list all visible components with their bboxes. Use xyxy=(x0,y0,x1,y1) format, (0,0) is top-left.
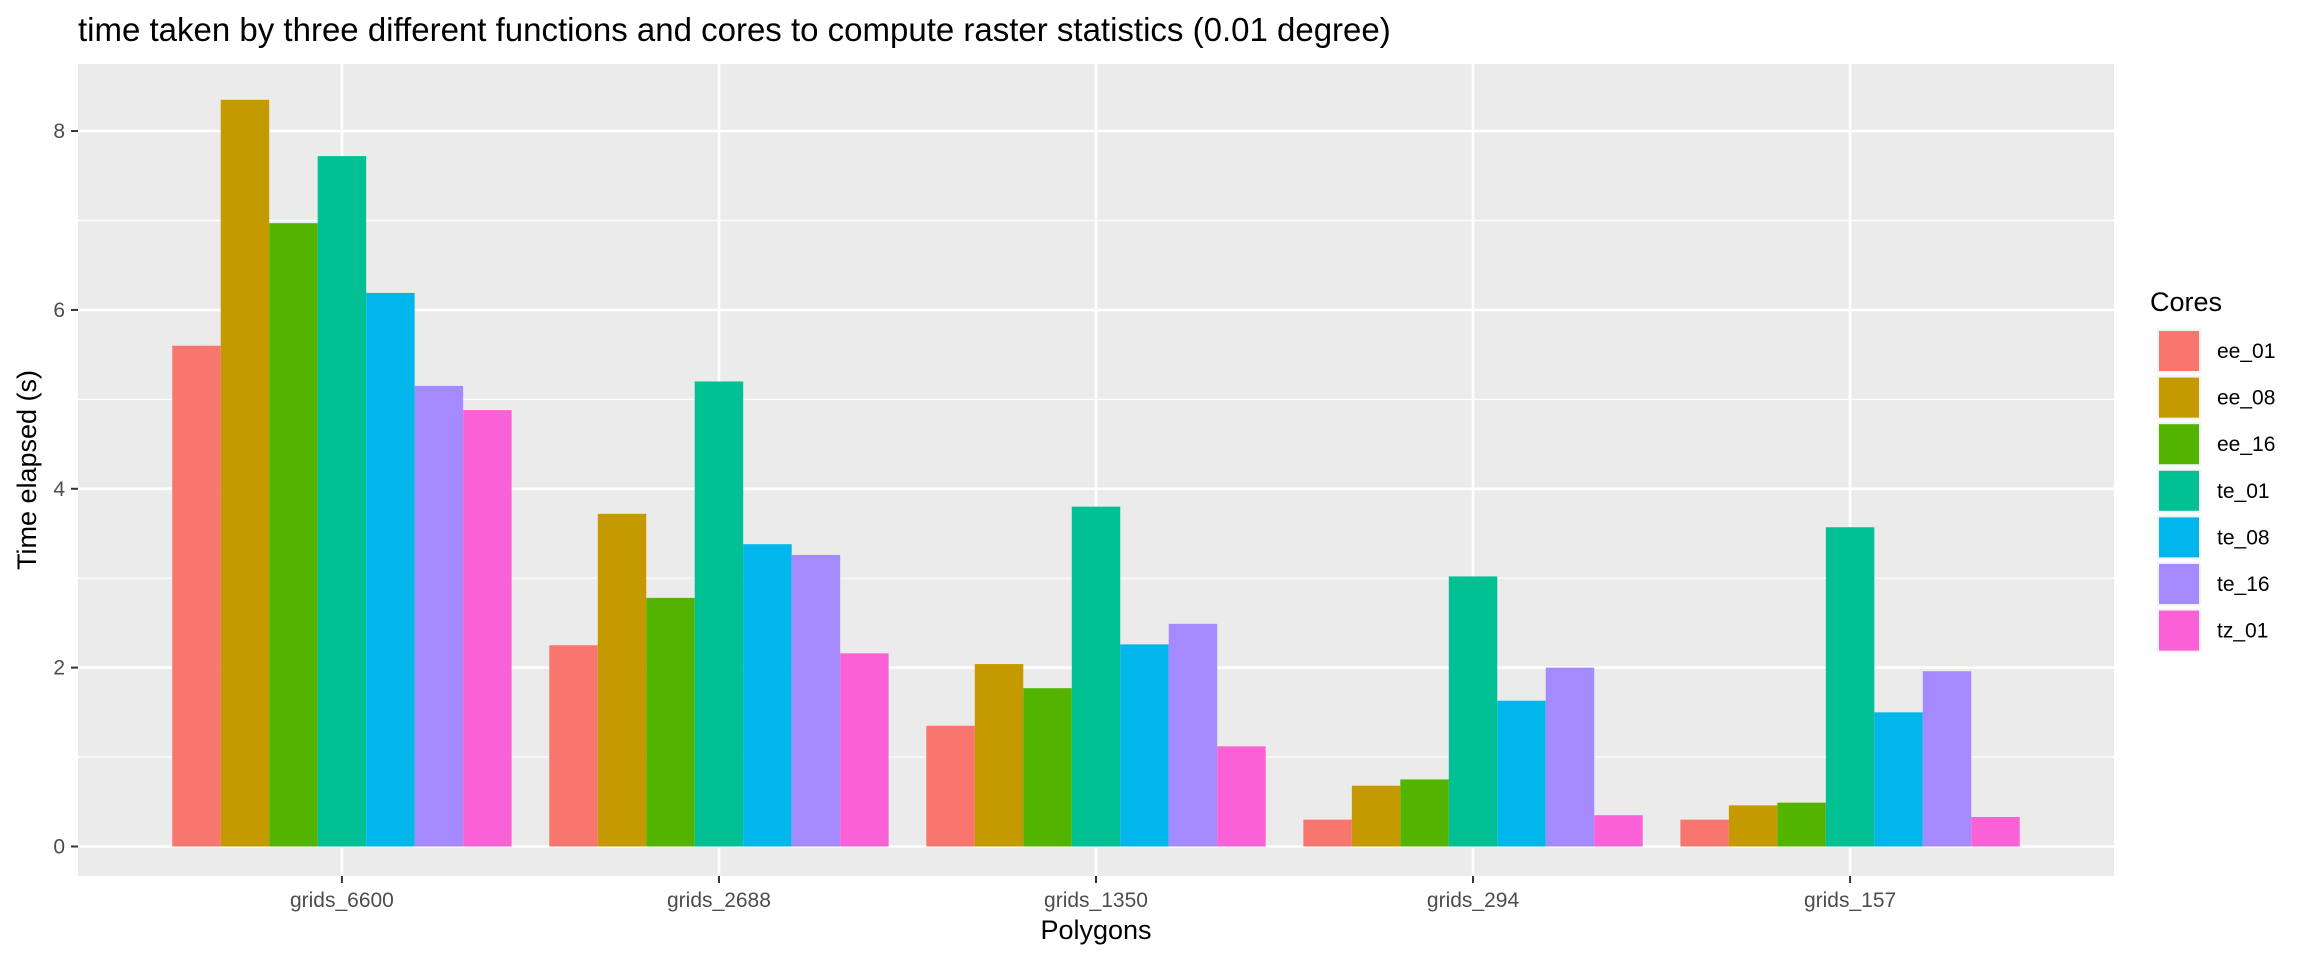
y-tick-label: 4 xyxy=(53,478,65,501)
bar-te_16-grids_6600 xyxy=(414,385,464,847)
bar-ee_01-grids_2688 xyxy=(549,645,598,847)
y-tick-label: 2 xyxy=(53,657,65,680)
bar-te_01-grids_294 xyxy=(1448,576,1498,847)
x-tick-label: grids_6600 xyxy=(290,889,394,912)
bar-ee_08-grids_157 xyxy=(1728,805,1778,847)
bar-tz_01-grids_6600 xyxy=(463,410,512,847)
bar-te_16-grids_2688 xyxy=(791,554,841,847)
legend-swatch-ee_08 xyxy=(2159,377,2199,418)
legend-swatch-te_01 xyxy=(2159,470,2199,511)
x-axis: grids_6600 grids_2688 grids_1350 grids_294 g… xyxy=(290,876,1896,912)
legend-label-tz_01: tz_01 xyxy=(2217,620,2268,643)
bar-ee_16-grids_6600 xyxy=(269,223,318,847)
y-tick-label: 0 xyxy=(53,835,65,858)
bar-tz_01-grids_157 xyxy=(1971,816,2020,847)
bars xyxy=(172,99,2020,847)
legend-label-ee_08: ee_08 xyxy=(2217,387,2275,410)
bar-te_08-grids_1350 xyxy=(1120,644,1169,847)
legend-label-te_08: te_08 xyxy=(2217,526,2270,549)
bar-te_01-grids_6600 xyxy=(317,156,367,847)
y-axis-title: Time elapsed (s) xyxy=(12,370,42,570)
bar-te_16-grids_157 xyxy=(1922,671,1972,847)
x-axis-title: Polygons xyxy=(1040,915,1151,945)
legend-swatch-te_08 xyxy=(2159,517,2199,558)
bar-te_01-grids_2688 xyxy=(694,381,744,847)
bar-tz_01-grids_2688 xyxy=(840,653,889,847)
bar-te_08-grids_157 xyxy=(1874,712,1923,847)
bar-ee_16-grids_1350 xyxy=(1023,688,1072,847)
legend: Cores ee_01 ee_08 ee_16 te_01 te_08 te_16 tz_0… xyxy=(2150,287,2275,653)
x-tick-label: grids_157 xyxy=(1804,889,1896,912)
bar-ee_01-grids_6600 xyxy=(172,345,221,847)
legend-label-ee_16: ee_16 xyxy=(2217,433,2275,456)
bar-ee_16-grids_157 xyxy=(1777,802,1826,847)
bar-ee_08-grids_1350 xyxy=(974,664,1024,847)
y-axis: 0 2 4 6 8 xyxy=(53,120,78,858)
legend-label-te_16: te_16 xyxy=(2217,573,2270,596)
legend-swatch-ee_01 xyxy=(2159,331,2199,371)
x-tick-label: grids_2688 xyxy=(667,889,771,912)
bar-te_08-grids_294 xyxy=(1497,700,1546,847)
y-tick-label: 6 xyxy=(53,299,65,322)
legend-swatch-ee_16 xyxy=(2159,424,2199,465)
legend-label-te_01: te_01 xyxy=(2217,480,2270,503)
bar-ee_16-grids_2688 xyxy=(646,597,695,847)
bar-te_08-grids_2688 xyxy=(743,544,792,847)
bar-ee_01-grids_294 xyxy=(1303,819,1352,847)
legend-title: Cores xyxy=(2150,287,2222,317)
legend-label-ee_01: ee_01 xyxy=(2217,340,2275,363)
bar-ee_16-grids_294 xyxy=(1400,779,1449,847)
bar-tz_01-grids_1350 xyxy=(1217,746,1266,847)
bar-te_08-grids_6600 xyxy=(366,292,415,847)
legend-swatch-te_16 xyxy=(2159,564,2199,604)
bar-ee_08-grids_2688 xyxy=(597,513,647,847)
bar-ee_01-grids_1350 xyxy=(926,725,975,847)
x-tick-label: grids_1350 xyxy=(1044,889,1148,912)
bar-te_16-grids_294 xyxy=(1545,667,1595,847)
bar-tz_01-grids_294 xyxy=(1594,815,1643,847)
bar-ee_01-grids_157 xyxy=(1680,819,1729,847)
bar-te_01-grids_157 xyxy=(1825,527,1875,847)
y-tick-label: 8 xyxy=(53,120,65,143)
bar-ee_08-grids_294 xyxy=(1351,785,1401,847)
bar-te_16-grids_1350 xyxy=(1168,623,1218,847)
x-tick-label: grids_294 xyxy=(1427,889,1520,912)
bar-ee_08-grids_6600 xyxy=(220,99,270,847)
bar-te_01-grids_1350 xyxy=(1071,506,1121,847)
legend-swatch-tz_01 xyxy=(2159,610,2199,651)
chart-title: time taken by three different functions … xyxy=(78,11,1391,48)
